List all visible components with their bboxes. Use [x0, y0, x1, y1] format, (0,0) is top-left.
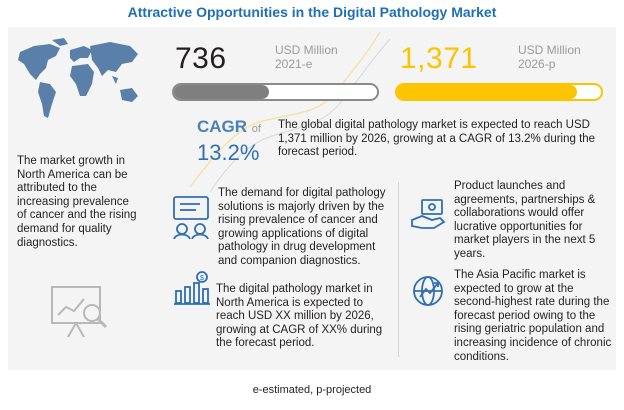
market-2026-bar-track: [395, 83, 603, 101]
decorative-curve: [189, 31, 391, 192]
page-title: Attractive Opportunities in the Digital …: [127, 4, 497, 20]
market-2021-unit: USD Million 2021-e: [275, 43, 338, 71]
north-america-market-text: The digital pathology market in North Am…: [216, 283, 383, 350]
market-2026-unit: USD Million 2026-p: [518, 43, 581, 71]
solutions-icon: [173, 196, 209, 239]
market-summary-text: The global digital pathology market is e…: [278, 119, 596, 159]
market-2026-value: 1,371: [400, 42, 478, 75]
cagr-label: CAGR of: [197, 117, 261, 136]
money-growth-icon: $: [174, 271, 210, 305]
handshake-money-icon: [411, 199, 446, 229]
analytics-chart-icon: [51, 286, 108, 338]
world-map-icon: [18, 38, 138, 118]
globe-arrow-icon: [413, 276, 443, 306]
market-2021-bar-track: [172, 83, 379, 101]
demand-driver-text: The demand for digital pathology solutio…: [218, 187, 386, 267]
market-2026-bar-fill: [397, 85, 577, 99]
market-2021-value: 736: [175, 42, 227, 75]
footnote: e-estimated, p-projected: [252, 384, 372, 396]
svg-text:$: $: [200, 275, 204, 282]
asia-pacific-text: The Asia Pacific market is expected to g…: [454, 269, 612, 363]
north-america-growth-text: The market growth in North America can b…: [17, 155, 137, 249]
column-divider: [398, 182, 399, 357]
market-2021-bar-fill: [174, 85, 270, 99]
cagr-value: 13.2%: [197, 140, 260, 165]
product-launches-text: Product launches and agreements, partner…: [454, 180, 596, 260]
